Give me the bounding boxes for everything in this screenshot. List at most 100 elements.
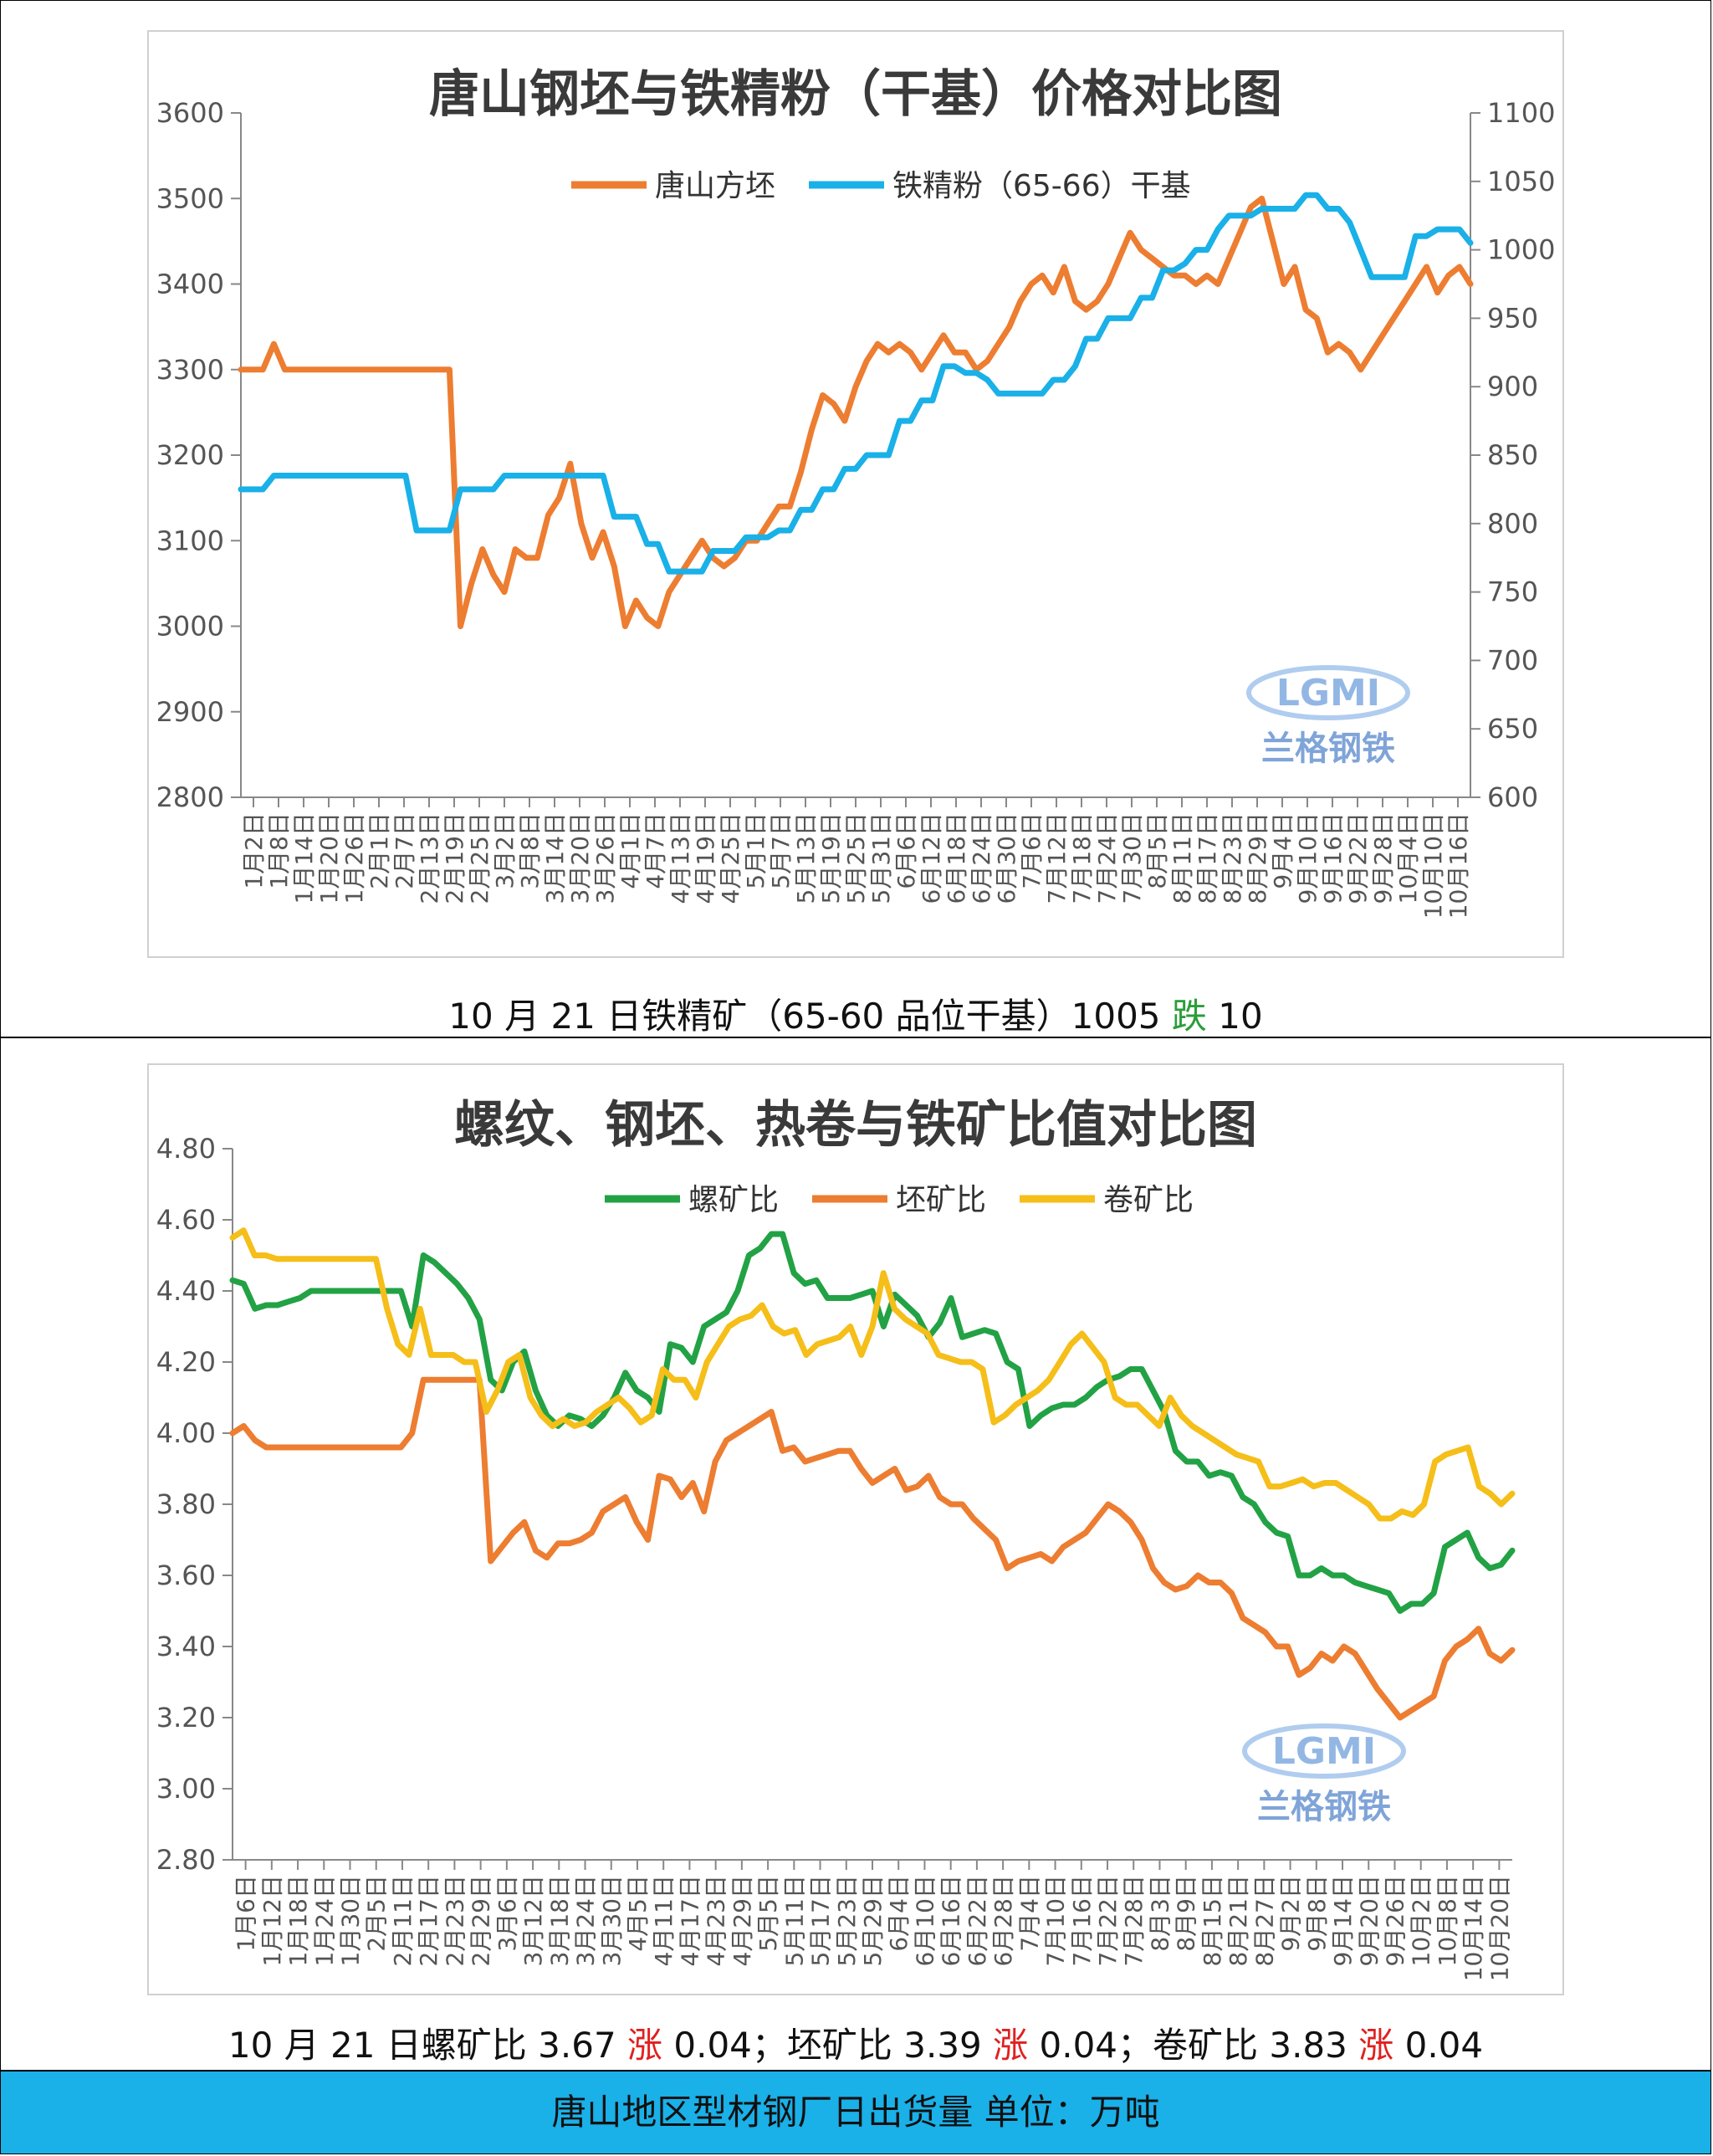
x-tick-label: 1月6日 <box>233 1875 260 1952</box>
x-tick-label: 6月4日 <box>885 1875 913 1952</box>
x-tick-label: 4月25日 <box>717 812 744 904</box>
x-tick-label: 6月22日 <box>964 1875 991 1966</box>
legend-label-1: 唐山方坯 <box>655 169 775 203</box>
x-tick-label: 5月13日 <box>792 812 820 904</box>
iron-caption-text: 10 月 21 日铁精矿（65-60 品位干基）1005 <box>448 996 1172 1037</box>
y2-tick-label: 850 <box>1487 439 1538 471</box>
x-tick-label: 1月8日 <box>265 812 293 889</box>
x-tick-label: 2月11日 <box>389 1875 417 1966</box>
y2-tick-label: 900 <box>1487 371 1538 402</box>
iron-price-caption: 10 月 21 日铁精矿（65-60 品位干基）1005 跌 10 <box>1 988 1710 1039</box>
change-down-word: 跌 <box>1171 996 1207 1037</box>
x-tick-label: 3月26日 <box>591 812 619 904</box>
y-tick-label: 3.00 <box>156 1773 216 1805</box>
x-tick-label: 8月23日 <box>1219 812 1246 904</box>
x-tick-label: 5月29日 <box>859 1875 887 1966</box>
x-tick-label: 2月25日 <box>466 812 493 904</box>
x-tick-label: 5月19日 <box>817 812 845 904</box>
x-tick-label: 4月13日 <box>667 812 694 904</box>
x-tick-label: 5月23日 <box>833 1875 861 1966</box>
y-tick-label: 3500 <box>156 182 224 214</box>
x-tick-label: 5月17日 <box>807 1875 835 1966</box>
x-tick-label: 6月28日 <box>989 1875 1017 1966</box>
brand-text: 兰格钢铁 <box>1261 730 1395 768</box>
x-tick-label: 10月20日 <box>1485 1875 1513 1981</box>
ratio-caption-part2: 0.04；坯矿比 3.39 <box>662 2025 994 2066</box>
chart-section-price: 唐山钢坯与铁精粉（干基）价格对比图 2800 2900 3000 3100 3200 330… <box>0 0 1711 1037</box>
x-tick-label: 3月14日 <box>541 812 569 904</box>
y-tick-label: 2.80 <box>156 1844 216 1876</box>
x-tick-label: 7月22日 <box>1094 1875 1122 1966</box>
x-tick-label: 8月17日 <box>1194 812 1221 904</box>
x-tick-label: 5月5日 <box>754 1875 782 1952</box>
x-tick-label: 7月6日 <box>1018 812 1046 889</box>
x-tick-label: 7月28日 <box>1120 1875 1148 1966</box>
x-tick-label: 9月10日 <box>1294 812 1322 904</box>
y-tick-label: 3400 <box>156 269 224 300</box>
x-tick-label: 1月24日 <box>310 1875 338 1966</box>
x-tick-label: 9月4日 <box>1269 812 1296 889</box>
x-tick-label: 10月8日 <box>1434 1875 1461 1966</box>
x-tick-label: 4月7日 <box>642 812 669 889</box>
x-tick-label: 9月20日 <box>1355 1875 1383 1966</box>
series-line-2 <box>238 192 1474 575</box>
logo-ring-icon <box>1242 1723 1406 1779</box>
x-tick-label: 8月5日 <box>1143 812 1171 889</box>
legend-label-2: 坯矿比 <box>896 1183 986 1217</box>
x-tick-label: 4月11日 <box>650 1875 678 1966</box>
x-tick-label: 3月8日 <box>516 812 544 889</box>
x-tick-label: 2月7日 <box>391 812 418 889</box>
x-tick-label: 4月19日 <box>692 812 719 904</box>
x-tick-label: 8月29日 <box>1244 812 1271 904</box>
ratio-caption-part3: 0.04；卷矿比 3.83 <box>1028 2025 1359 2066</box>
price-chart-frame: 唐山钢坯与铁精粉（干基）价格对比图 2800 2900 3000 3100 3200 330… <box>147 30 1564 958</box>
x-tick-label: 2月23日 <box>441 1875 468 1966</box>
logo-text: LGMI <box>1276 672 1380 714</box>
y-tick-label: 4.00 <box>156 1417 216 1449</box>
brand-text: 兰格钢铁 <box>1257 1788 1391 1826</box>
chart-title: 螺纹、钢坯、热卷与铁矿比值对比图 <box>454 1096 1257 1155</box>
x-tick-label: 2月17日 <box>415 1875 442 1966</box>
x-tick-label: 7月12日 <box>1043 812 1071 904</box>
y-tick-label: 4.20 <box>156 1346 216 1378</box>
x-tick-label: 3月18日 <box>545 1875 573 1966</box>
x-tick-label: 7月10日 <box>1042 1875 1070 1966</box>
x-tick-label: 6月18日 <box>943 812 970 904</box>
footer-text: 唐山地区型材钢厂日出货量 单位：万吨 <box>551 2092 1160 2133</box>
x-tick-label: 5月25日 <box>842 812 870 904</box>
y-tick-label: 2800 <box>156 781 224 813</box>
x-tick-label: 8月15日 <box>1199 1875 1226 1966</box>
x-tick-label: 6月16日 <box>938 1875 965 1966</box>
logo-ring-icon <box>1246 665 1410 720</box>
y2-tick-label: 1100 <box>1487 97 1555 129</box>
x-tick-label: 7月18日 <box>1068 812 1096 904</box>
price-comparison-chart: 唐山钢坯与铁精粉（干基）价格对比图 2800 2900 3000 3100 3200 330… <box>156 65 1556 919</box>
x-tick-label: 10月16日 <box>1445 812 1472 919</box>
x-tick-label: 7月24日 <box>1093 812 1121 904</box>
chart-title: 唐山钢坯与铁精粉（干基）价格对比图 <box>429 65 1282 124</box>
y2-tick-label: 650 <box>1487 713 1538 745</box>
x-tick-label: 4月5日 <box>624 1875 652 1952</box>
x-tick-label: 5月1日 <box>742 812 770 889</box>
y-tick-label: 3100 <box>156 525 224 556</box>
y-tick-label: 3600 <box>156 97 224 129</box>
x-tick-label: 9月28日 <box>1369 812 1397 904</box>
series-line-1 <box>229 1231 1516 1614</box>
x-tick-label: 9月14日 <box>1329 1875 1357 1966</box>
x-tick-label: 9月16日 <box>1319 812 1347 904</box>
x-tick-label: 8月27日 <box>1250 1875 1278 1966</box>
change-up-word-1: 涨 <box>627 2025 663 2066</box>
logo-text: LGMI <box>1272 1730 1376 1773</box>
x-tick-label: 10月10日 <box>1419 812 1447 919</box>
x-tick-label: 5月11日 <box>780 1875 808 1966</box>
series-line-3 <box>229 1227 1516 1522</box>
chart-section-ratio: 螺纹、钢坯、热卷与铁矿比值对比图 2.80 3.00 3.20 3.40 3.60 3.80… <box>0 1037 1711 2071</box>
x-tick-label: 9月2日 <box>1277 1875 1305 1952</box>
y-tick-label: 3000 <box>156 611 224 643</box>
x-tick-label: 2月5日 <box>363 1875 391 1952</box>
x-tick-label: 1月18日 <box>284 1875 312 1966</box>
y-tick-label: 3.80 <box>156 1488 216 1520</box>
ratio-chart-frame: 螺纹、钢坯、热卷与铁矿比值对比图 2.80 3.00 3.20 3.40 3.60 3.80… <box>147 1063 1564 1995</box>
legend-label-3: 卷矿比 <box>1103 1183 1194 1217</box>
x-tick-label: 1月20日 <box>315 812 343 904</box>
